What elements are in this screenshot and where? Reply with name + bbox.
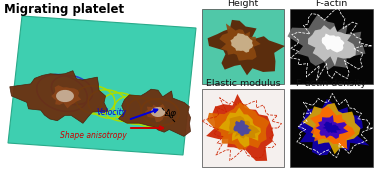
Polygon shape [302, 103, 361, 154]
Text: Velocity: Velocity [97, 108, 127, 117]
Text: Height: Height [228, 0, 259, 8]
Text: Migrating platelet: Migrating platelet [4, 3, 124, 16]
Polygon shape [322, 34, 344, 52]
Polygon shape [119, 89, 191, 136]
Polygon shape [287, 14, 366, 70]
Polygon shape [315, 115, 349, 139]
Polygon shape [219, 23, 261, 61]
Polygon shape [322, 122, 341, 133]
Polygon shape [219, 107, 261, 147]
Text: Shape anisotropy: Shape anisotropy [60, 131, 127, 140]
Polygon shape [228, 116, 260, 139]
Text: Δφ: Δφ [165, 109, 177, 117]
Polygon shape [207, 102, 270, 150]
Polygon shape [206, 94, 274, 161]
Polygon shape [298, 99, 369, 155]
Polygon shape [208, 20, 285, 75]
Polygon shape [310, 106, 355, 149]
Polygon shape [308, 25, 356, 66]
Polygon shape [51, 85, 81, 108]
Polygon shape [145, 104, 171, 122]
Polygon shape [8, 16, 196, 155]
Polygon shape [56, 90, 74, 102]
Bar [202, 9, 284, 84]
Text: F-actin: F-actin [315, 0, 348, 8]
Polygon shape [234, 120, 252, 136]
Bar [202, 89, 284, 167]
Bar [290, 89, 373, 167]
Polygon shape [231, 33, 253, 53]
Polygon shape [10, 71, 108, 123]
Text: F-actin density: F-actin density [296, 79, 367, 88]
Text: Elastic modulus: Elastic modulus [206, 79, 280, 88]
Bar [290, 9, 373, 84]
Polygon shape [151, 107, 165, 117]
